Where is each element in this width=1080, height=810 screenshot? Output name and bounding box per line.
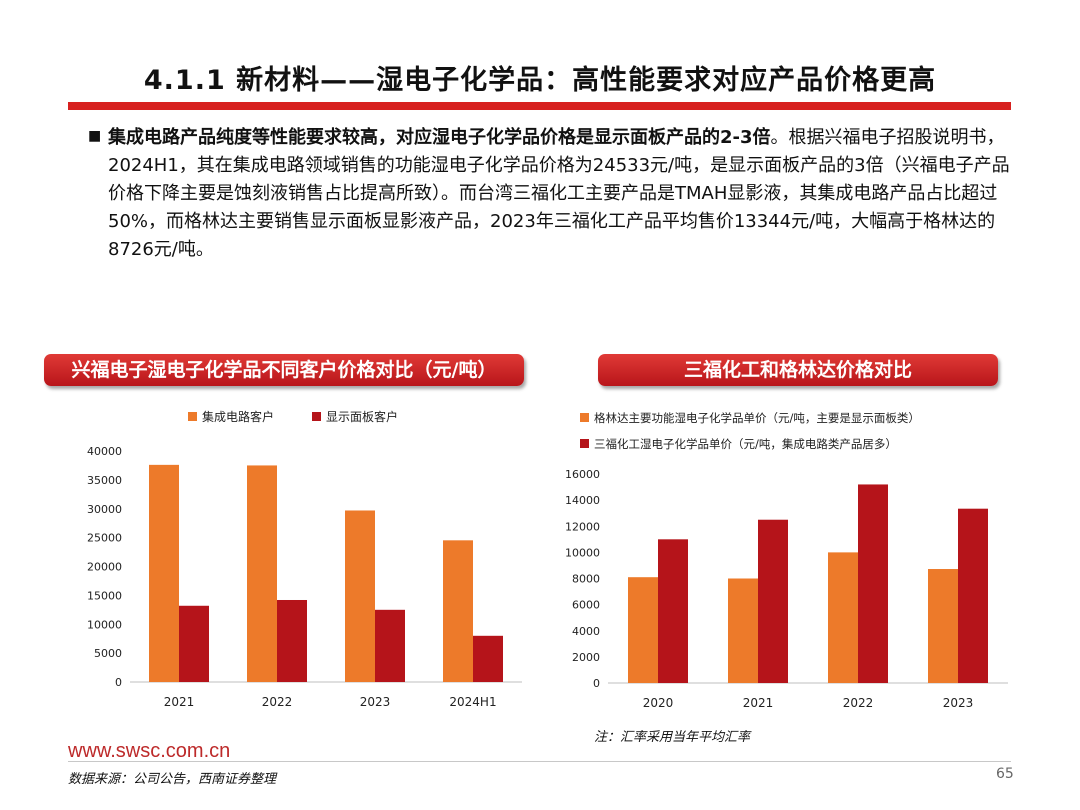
chart2-container: 格林达主要功能湿电子化学品单价（元/吨，主要是显示面板类） 三福化工湿电子化学品单… — [546, 398, 1016, 720]
chart1-ytick-label: 15000 — [87, 589, 122, 602]
chart2-bar-b-2021 — [758, 519, 788, 683]
chart1-xtick-label: 2022 — [262, 695, 293, 709]
title-underline — [68, 102, 1011, 110]
chart1-badge: 兴福电子湿电子化学品不同客户价格对比（元/吨） — [44, 354, 524, 386]
chart1-ytick-label: 20000 — [87, 561, 122, 574]
chart1-ytick-label: 10000 — [87, 618, 122, 631]
chart2-legend-swatch-0 — [580, 413, 589, 422]
bullet-marker: ■ — [88, 128, 102, 144]
summary-paragraph: 集成电路产品纯度等性能要求较高，对应湿电子化学品价格是显示面板产品的2-3倍。根… — [108, 124, 1013, 264]
chart1-ytick-label: 25000 — [87, 532, 122, 545]
chart2-bar-b-2020 — [658, 539, 688, 683]
chart2-ytick-label: 6000 — [572, 599, 600, 612]
chart2-bar-b-2023 — [958, 508, 988, 683]
footer-divider — [68, 761, 1011, 762]
chart2-ytick-label: 12000 — [565, 520, 600, 533]
chart2-ytick-label: 14000 — [565, 494, 600, 507]
chart2-ytick-label: 0 — [593, 677, 600, 690]
chart1-legend-label-0: 集成电路客户 — [202, 409, 274, 424]
chart2-legend-swatch-1 — [580, 439, 589, 448]
chart1-bar-a-2024H1 — [443, 540, 473, 682]
chart2-bar-a-2021 — [728, 578, 758, 683]
chart1-ytick-label: 40000 — [87, 445, 122, 458]
website-link[interactable]: www.swsc.com.cn — [68, 740, 231, 762]
chart2-xtick-label: 2022 — [843, 696, 874, 710]
chart2-bar-a-2020 — [628, 577, 658, 683]
chart2-legend-label-1: 三福化工湿电子化学品单价（元/吨，集成电路类产品居多） — [594, 437, 897, 451]
chart2-ytick-label: 16000 — [565, 468, 600, 481]
chart2-bar-a-2023 — [928, 569, 958, 683]
chart2-badge: 三福化工和格林达价格对比 — [598, 354, 998, 386]
chart2-bar-a-2022 — [828, 552, 858, 683]
page-title: 4.1.1 新材料——湿电子化学品：高性能要求对应产品价格更高 — [143, 65, 937, 96]
chart1-legend-label-1: 显示面板客户 — [326, 409, 398, 424]
chart2-xtick-label: 2020 — [643, 696, 674, 710]
chart1-bar-b-2023 — [375, 609, 405, 682]
chart2-legend-label-0: 格林达主要功能湿电子化学品单价（元/吨，主要是显示面板类） — [594, 411, 920, 425]
data-source: 数据来源：公司公告，西南证券整理 — [68, 772, 277, 787]
chart1-xtick-label: 2021 — [164, 695, 195, 709]
chart2-svg: 格林达主要功能湿电子化学品单价（元/吨，主要是显示面板类） 三福化工湿电子化学品单… — [565, 411, 1008, 710]
chart1-container: 集成电路客户 显示面板客户 0 5000 10000 15000 20000 25000 300… — [72, 398, 532, 720]
chart1-ytick-label: 35000 — [87, 474, 122, 487]
chart1-xtick-label: 2024H1 — [449, 695, 496, 709]
chart2-ytick-label: 8000 — [572, 573, 600, 586]
chart1-ytick-label: 5000 — [94, 647, 122, 660]
chart2-ytick-label: 10000 — [565, 546, 600, 559]
exchange-rate-note: 注：汇率采用当年平均汇率 — [594, 730, 751, 745]
chart2-ytick-label: 2000 — [572, 651, 600, 664]
chart2-ytick-label: 4000 — [572, 625, 600, 638]
summary-body: 。根据兴福电子招股说明书，2024H1，其在集成电路领域销售的功能湿电子化学品价… — [108, 127, 1010, 260]
chart1-svg: 集成电路客户 显示面板客户 0 5000 10000 15000 20000 25000 300… — [87, 409, 522, 709]
chart1-bar-a-2021 — [149, 464, 179, 682]
chart2-xtick-label: 2021 — [743, 696, 774, 710]
chart1-ytick-label: 0 — [115, 676, 122, 689]
chart2-xtick-label: 2023 — [943, 696, 974, 710]
chart1-bar-a-2023 — [345, 510, 375, 682]
chart1-ytick-label: 30000 — [87, 503, 122, 516]
chart1-bar-b-2021 — [179, 605, 209, 682]
summary-lead: 集成电路产品纯度等性能要求较高，对应湿电子化学品价格是显示面板产品的2-3倍 — [108, 127, 771, 148]
chart1-bar-b-2024H1 — [473, 635, 503, 682]
page-number: 65 — [996, 766, 1014, 782]
chart1-legend-swatch-1 — [312, 412, 321, 421]
chart2-bar-b-2022 — [858, 484, 888, 683]
chart1-bar-a-2022 — [247, 465, 277, 682]
chart1-legend-swatch-0 — [188, 412, 197, 421]
chart1-bar-b-2022 — [277, 599, 307, 682]
chart1-xtick-label: 2023 — [360, 695, 391, 709]
